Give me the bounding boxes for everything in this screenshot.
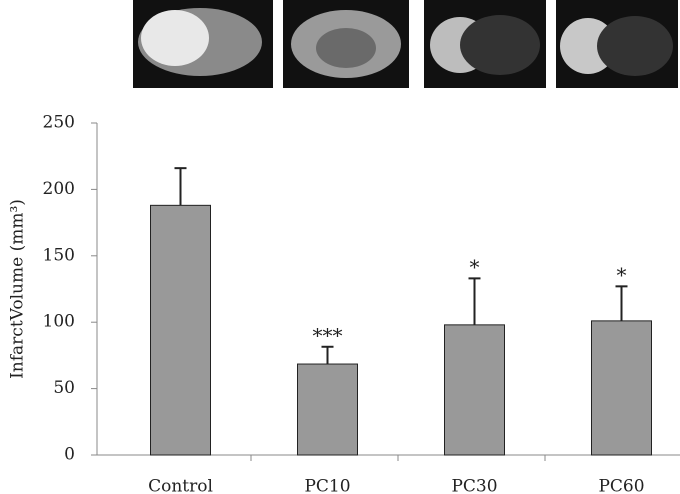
- infarct: [141, 10, 209, 66]
- brain-detail: [316, 28, 376, 68]
- x-tick-label: Control: [148, 477, 213, 494]
- x-tick-label: PC30: [451, 477, 497, 494]
- brain-images: [133, 0, 678, 88]
- y-tick-label: 50: [53, 378, 75, 398]
- brain-slice: [597, 16, 673, 76]
- brain-slice: [460, 15, 540, 75]
- bar: [444, 324, 505, 456]
- y-tick-label: 100: [43, 312, 75, 332]
- bar: [591, 320, 652, 456]
- y-tick-label: 250: [43, 113, 75, 133]
- significance-label: *: [470, 255, 480, 279]
- bar: [150, 204, 211, 456]
- significance-label: *: [617, 263, 627, 287]
- bar: [297, 363, 358, 456]
- x-tick-label: PC60: [598, 477, 644, 494]
- significance-label: ***: [313, 323, 343, 347]
- y-tick-label: 150: [43, 245, 75, 265]
- y-tick-label: 200: [43, 179, 75, 199]
- x-tick-label: PC10: [304, 477, 350, 494]
- y-tick-label: 0: [64, 445, 75, 465]
- y-axis-label: InfarctVolume (mm³): [8, 199, 28, 379]
